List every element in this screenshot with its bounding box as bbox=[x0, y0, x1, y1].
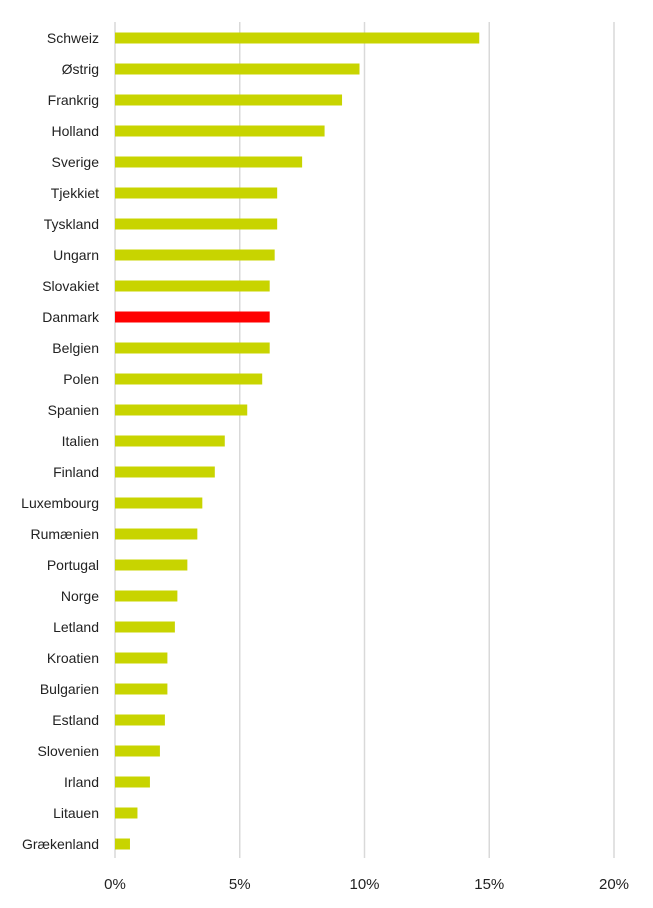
category-label: Østrig bbox=[62, 61, 99, 77]
bar-10 bbox=[115, 342, 270, 354]
bars bbox=[115, 32, 480, 850]
category-label: Grækenland bbox=[22, 836, 99, 852]
bar-14 bbox=[115, 466, 215, 478]
category-label: Kroatien bbox=[47, 650, 99, 666]
category-labels: Schweiz Østrig Frankrig Holland Sverige Tjekk… bbox=[21, 30, 100, 852]
bar-13 bbox=[115, 435, 225, 447]
category-label: Ungarn bbox=[53, 247, 99, 263]
bar-9 bbox=[115, 311, 270, 323]
category-label: Schweiz bbox=[47, 30, 99, 46]
category-label: Frankrig bbox=[48, 92, 99, 108]
x-tick-label: 15% bbox=[474, 876, 504, 893]
bar-3 bbox=[115, 125, 325, 137]
bar-1 bbox=[115, 63, 360, 75]
category-label: Italien bbox=[62, 433, 99, 449]
category-label: Danmark bbox=[42, 309, 100, 325]
bar-21 bbox=[115, 683, 168, 695]
category-label: Finland bbox=[53, 464, 99, 480]
category-label: Portugal bbox=[47, 557, 99, 573]
bar-24 bbox=[115, 776, 150, 788]
category-label: Rumænien bbox=[31, 526, 99, 542]
category-label: Luxembourg bbox=[21, 495, 99, 511]
category-label: Tyskland bbox=[44, 216, 99, 232]
x-tick-labels: 0% 5% 10% 15% 20% bbox=[104, 876, 629, 893]
category-label: Holland bbox=[52, 123, 99, 139]
bar-8 bbox=[115, 280, 270, 292]
bar-2 bbox=[115, 94, 343, 106]
category-label: Slovakiet bbox=[42, 278, 99, 294]
bar-6 bbox=[115, 218, 278, 230]
bar-25 bbox=[115, 807, 138, 819]
bar-11 bbox=[115, 373, 263, 385]
category-label: Sverige bbox=[52, 154, 100, 170]
bar-19 bbox=[115, 621, 175, 633]
category-label: Tjekkiet bbox=[51, 185, 99, 201]
x-tick-label: 20% bbox=[599, 876, 629, 893]
category-label: Estland bbox=[52, 712, 99, 728]
bar-0 bbox=[115, 32, 480, 44]
x-tick-label: 5% bbox=[229, 876, 251, 893]
category-label: Spanien bbox=[48, 402, 99, 418]
bar-5 bbox=[115, 187, 278, 199]
bar-12 bbox=[115, 404, 248, 416]
bar-23 bbox=[115, 745, 160, 757]
category-label: Bulgarien bbox=[40, 681, 99, 697]
x-tick-label: 10% bbox=[349, 876, 379, 893]
category-label: Letland bbox=[53, 619, 99, 635]
category-label: Irland bbox=[64, 774, 99, 790]
bar-15 bbox=[115, 497, 203, 509]
bar-18 bbox=[115, 590, 178, 602]
category-label: Belgien bbox=[52, 340, 99, 356]
bar-17 bbox=[115, 559, 188, 571]
category-label: Slovenien bbox=[38, 743, 100, 759]
bar-20 bbox=[115, 652, 168, 664]
category-label: Norge bbox=[61, 588, 99, 604]
category-label: Polen bbox=[63, 371, 99, 387]
bar-7 bbox=[115, 249, 275, 261]
bar-16 bbox=[115, 528, 198, 540]
bar-22 bbox=[115, 714, 165, 726]
bar-4 bbox=[115, 156, 303, 168]
category-label: Litauen bbox=[53, 805, 99, 821]
bar-26 bbox=[115, 838, 130, 850]
x-tick-label: 0% bbox=[104, 876, 126, 893]
